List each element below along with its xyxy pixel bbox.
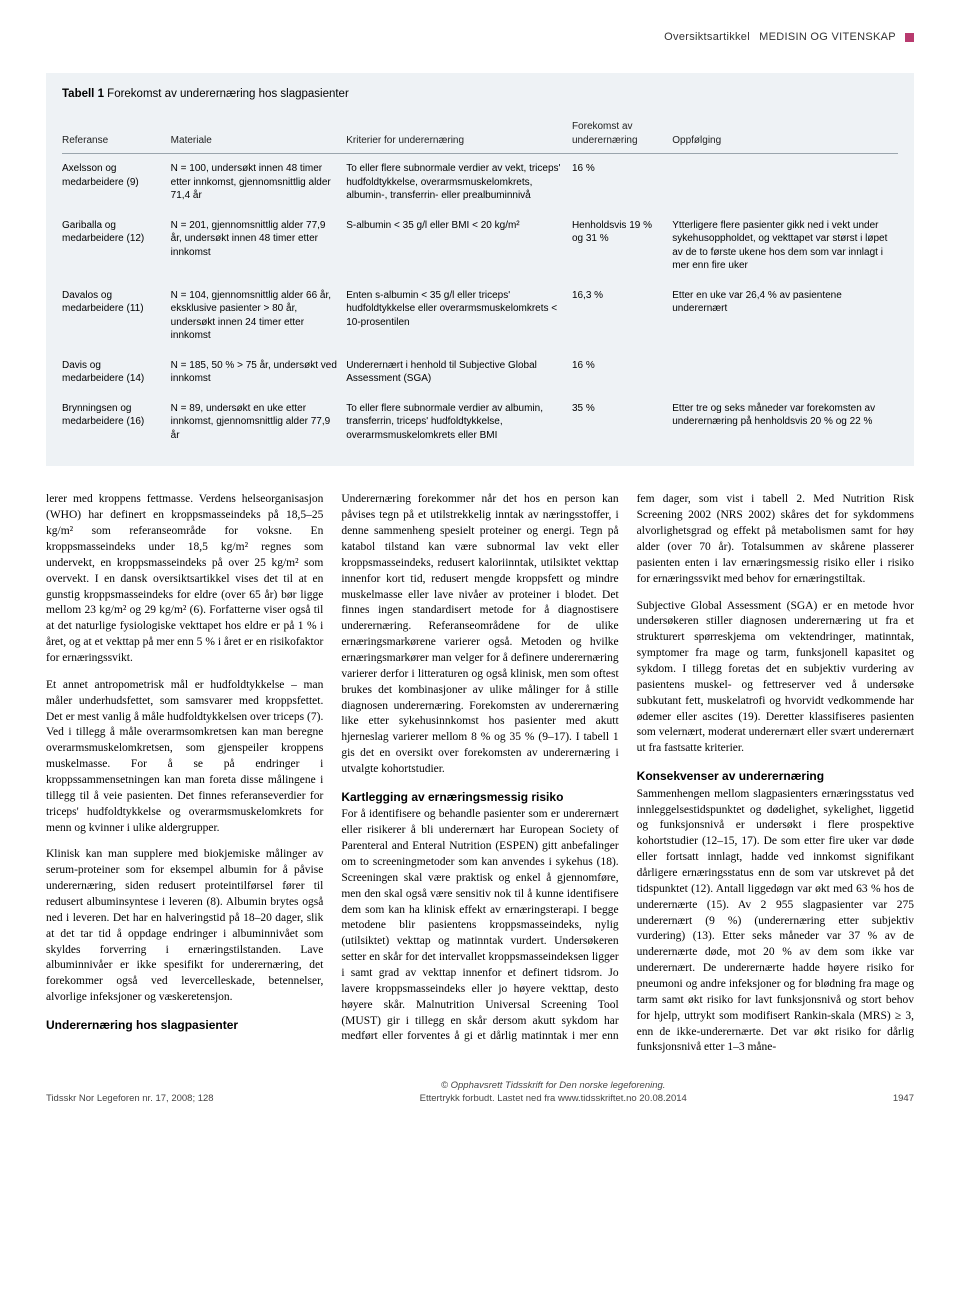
table-cell: N = 100, undersøkt innen 48 timer etter … bbox=[171, 154, 347, 211]
category-square-icon bbox=[905, 33, 914, 42]
body-p7: Sammenhengen mellom slagpasienters ernær… bbox=[637, 787, 914, 1057]
table-row: Gariballa og medarbeidere (12)N = 201, g… bbox=[62, 211, 898, 281]
table-cell: Brynningsen og medarbeidere (16) bbox=[62, 394, 171, 451]
body-p4: Underernæring forekommer når det hos en … bbox=[341, 492, 618, 777]
table-cell: S-albumin < 35 g/l eller BMI < 20 kg/m² bbox=[346, 211, 572, 281]
th-materiale: Materiale bbox=[171, 116, 347, 154]
table-cell: 16 % bbox=[572, 154, 672, 211]
th-forekomst: Forekomst av underernæring bbox=[572, 116, 672, 154]
heading-kartlegging: Kartlegging av ernæringsmessig risiko bbox=[341, 789, 618, 806]
header-left: Oversiktsartikkel bbox=[664, 31, 750, 43]
table-cell: Ytterligere flere pasienter gikk ned i v… bbox=[672, 211, 898, 281]
body-p2: Et annet antropometrisk mål er hudfoldty… bbox=[46, 678, 323, 837]
table-cell bbox=[672, 351, 898, 394]
table-container: Tabell 1 Forekomst av underernæring hos … bbox=[46, 73, 914, 467]
footer-copyright: © Opphavsrett Tidsskrift for Den norske … bbox=[214, 1080, 893, 1093]
table-cell: Davalos og medarbeidere (11) bbox=[62, 281, 171, 351]
table-row: Davalos og medarbeidere (11)N = 104, gje… bbox=[62, 281, 898, 351]
data-table: Referanse Materiale Kriterier for undere… bbox=[62, 116, 898, 450]
footer-left: Tidsskr Nor Legeforen nr. 17, 2008; 128 bbox=[46, 1093, 214, 1106]
th-referanse: Referanse bbox=[62, 116, 171, 154]
body-columns: lerer med kroppens fettmasse. Verdens he… bbox=[46, 492, 914, 1056]
table-cell: N = 104, gjennomsnittlig alder 66 år, ek… bbox=[171, 281, 347, 351]
body-p1: lerer med kroppens fettmasse. Verdens he… bbox=[46, 492, 323, 666]
table-cell: Etter tre og seks måneder var forekomste… bbox=[672, 394, 898, 451]
footer-center: © Opphavsrett Tidsskrift for Den norske … bbox=[214, 1080, 893, 1106]
table-cell: Gariballa og medarbeidere (12) bbox=[62, 211, 171, 281]
table-cell: 35 % bbox=[572, 394, 672, 451]
table-title-bold: Tabell 1 bbox=[62, 88, 104, 100]
heading-underernaering: Underernæring hos slagpasienter bbox=[46, 1017, 323, 1034]
body-p6: Subjective Global Assessment (SGA) er en… bbox=[637, 599, 914, 758]
header-category: Oversiktsartikkel MEDISIN OG VITENSKAP bbox=[46, 30, 914, 45]
heading-konsekvenser: Konsekvenser av underernæring bbox=[637, 768, 914, 785]
body-p3: Klinisk kan man supplere med biokjemiske… bbox=[46, 847, 323, 1006]
th-oppfolging: Oppfølging bbox=[672, 116, 898, 154]
table-cell: 16,3 % bbox=[572, 281, 672, 351]
table-header-row: Referanse Materiale Kriterier for undere… bbox=[62, 116, 898, 154]
table-title: Tabell 1 Forekomst av underernæring hos … bbox=[62, 87, 898, 103]
table-cell: Axelsson og medarbeidere (9) bbox=[62, 154, 171, 211]
table-cell: Etter en uke var 26,4 % av pasientene un… bbox=[672, 281, 898, 351]
table-row: Axelsson og medarbeidere (9)N = 100, und… bbox=[62, 154, 898, 211]
table-cell bbox=[672, 154, 898, 211]
table-cell: Underernært i henhold til Subjective Glo… bbox=[346, 351, 572, 394]
table-cell: To eller flere subnormale verdier av vek… bbox=[346, 154, 572, 211]
table-cell: Enten s-albumin < 35 g/l eller triceps' … bbox=[346, 281, 572, 351]
page-footer: Tidsskr Nor Legeforen nr. 17, 2008; 128 … bbox=[46, 1080, 914, 1106]
table-cell: To eller flere subnormale verdier av alb… bbox=[346, 394, 572, 451]
table-cell: N = 89, undersøkt en uke etter innkomst,… bbox=[171, 394, 347, 451]
table-title-rest: Forekomst av underernæring hos slagpasie… bbox=[104, 88, 349, 100]
table-cell: 16 % bbox=[572, 351, 672, 394]
table-cell: Davis og medarbeidere (14) bbox=[62, 351, 171, 394]
table-cell: Henholdsvis 19 % og 31 % bbox=[572, 211, 672, 281]
header-right: MEDISIN OG VITENSKAP bbox=[759, 31, 896, 43]
footer-pagenum: 1947 bbox=[893, 1093, 914, 1106]
table-row: Davis og medarbeidere (14)N = 185, 50 % … bbox=[62, 351, 898, 394]
table-cell: N = 185, 50 % > 75 år, undersøkt ved inn… bbox=[171, 351, 347, 394]
footer-download: Ettertrykk forbudt. Lastet ned fra www.t… bbox=[214, 1093, 893, 1106]
table-row: Brynningsen og medarbeidere (16)N = 89, … bbox=[62, 394, 898, 451]
th-kriterier: Kriterier for underernæring bbox=[346, 116, 572, 154]
table-cell: N = 201, gjennomsnittlig alder 77,9 år, … bbox=[171, 211, 347, 281]
